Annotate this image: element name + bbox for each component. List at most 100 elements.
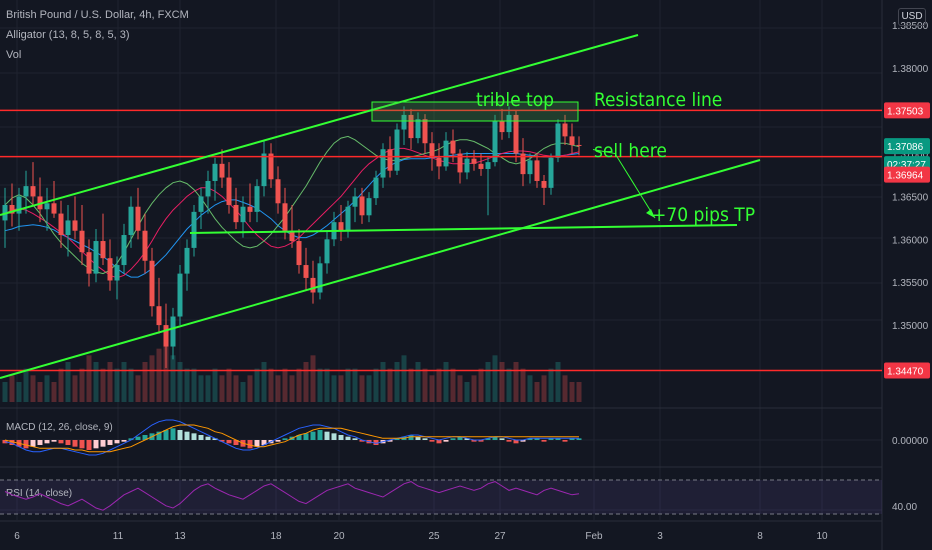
candle-body [275,179,281,204]
volume-bar [72,375,78,402]
macd-histogram-bar [247,440,253,449]
candle [9,183,15,227]
macd-histogram-bar [499,438,505,440]
candle-body [226,177,232,206]
candle [93,229,99,283]
candle-body [478,163,484,169]
candle-body [142,230,148,261]
candle-body [359,196,365,216]
candle [240,196,246,238]
currency-button[interactable]: USD [898,8,926,26]
macd-histogram-bar [128,438,134,440]
candle-body [380,149,386,178]
candle-body [268,153,274,180]
candle [513,110,519,163]
candle-body [184,247,190,274]
candle-body [408,114,414,139]
price-tick-label: 1.35000 [892,321,929,332]
price-axis: 1.385001.380001.375001.370001.365001.360… [884,21,930,379]
volume-bar [65,362,71,402]
candle-body [436,157,442,167]
candle-body [9,205,15,214]
volume-bar [303,362,309,402]
macd-histogram-bar [51,440,57,442]
candle-body [569,136,575,145]
macd-histogram-bar [163,430,169,440]
candle [520,138,526,187]
volume-bar [282,368,288,402]
candle-body [86,252,92,274]
candle [247,183,253,223]
macd-signal-line [4,424,579,453]
candle-body [534,160,540,181]
price-tag: 1.36964 [884,166,930,183]
macd-histogram-bar [345,436,351,440]
volume-bar [163,342,169,402]
candle [401,106,407,145]
candle-body [219,163,225,178]
volume-bar [443,362,449,402]
time-tick-label: 18 [270,531,282,542]
macd-histogram-bar [359,440,365,442]
candle-body [30,186,36,197]
price-tick-label: 1.35500 [892,278,929,289]
macd-histogram-bar [275,440,281,442]
candle-body [464,158,470,173]
macd-histogram-bar [44,440,50,444]
macd-histogram-bar [142,435,148,440]
volume-bar [149,355,155,402]
volume-bar [261,362,267,402]
candle [562,114,568,145]
macd-histogram-bar [408,435,414,440]
trible-top-annotation: trible top [476,89,554,111]
macd-histogram-bar [415,436,421,440]
volume-bar [296,368,302,402]
candle [296,229,302,274]
macd-histogram-bar [548,438,554,440]
volume-bar [30,375,36,402]
volume-bar [338,375,344,402]
candle [394,123,400,175]
candles [2,106,582,368]
macd-histogram-bar [170,428,176,440]
macd-histogram-bar [443,440,449,442]
price-tag-label: 1.37086 [887,142,924,153]
macd-histogram-bar [135,436,141,440]
price-tag: 1.37086 [884,138,930,155]
volume-bar [107,362,113,402]
rsi-40-label: 40.00 [892,502,917,513]
candle-body [485,162,491,169]
candle-body [254,186,260,212]
volume-indicator-label[interactable]: Vol [6,49,22,61]
candle [121,223,127,274]
candle [177,265,183,326]
drawings: trible top Resistance line sell here +70 pi… [0,34,882,379]
macd-histogram-bar [513,440,519,444]
time-tick-label: 10 [816,531,828,542]
candle [184,239,190,291]
price-tick-label: 1.36000 [892,235,929,246]
volume-bar [275,375,281,402]
volume-bar [485,362,491,402]
macd-histogram-bar [23,440,29,449]
macd-histogram-bar [212,438,218,440]
volume-bar [380,362,386,402]
candle [142,213,148,274]
volume-bar [233,375,239,402]
resistance-line-annotation: Resistance line [594,89,722,111]
alligator-indicator-label[interactable]: Alligator (13, 8, 5, 8, 5, 3) [6,29,130,41]
candle [226,162,232,214]
candle-body [16,196,22,214]
candle-body [261,153,267,187]
time-tick-label: 27 [494,531,506,542]
macd-line [4,419,579,456]
macd-histogram-bar [93,440,99,449]
macd-histogram-bar [219,440,225,442]
macd-histogram-bar [520,440,526,442]
candle [310,260,316,304]
macd-histogram-bar [65,440,71,445]
candle [275,166,281,214]
candle-body [520,153,526,175]
volume-bar [121,362,127,402]
